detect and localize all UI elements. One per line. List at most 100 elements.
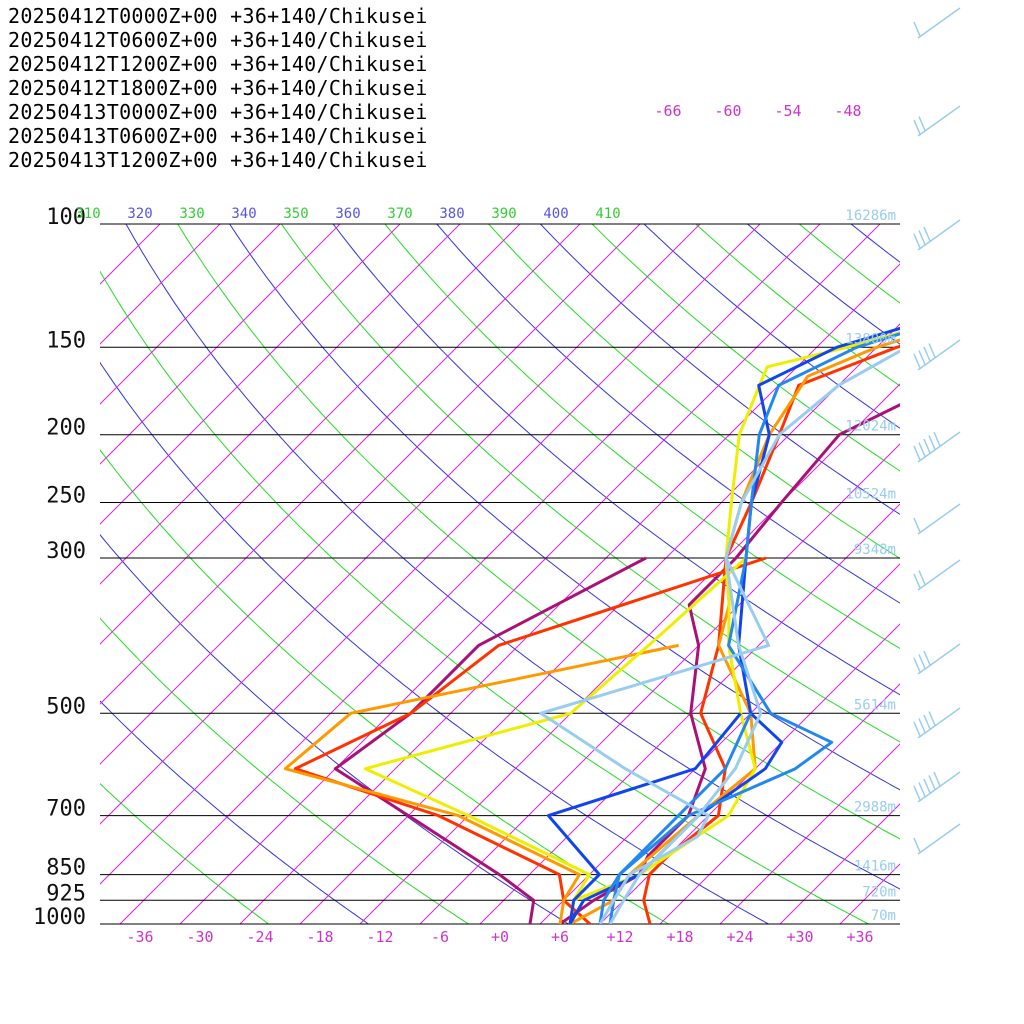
- isotherm: [100, 223, 581, 705]
- temperature-profile: [608, 332, 900, 924]
- isotherm: [599, 623, 900, 924]
- dewpoint-profile: [293, 556, 767, 924]
- barb-staff: [917, 503, 961, 535]
- x-tick-label: +24: [726, 928, 753, 946]
- pressure-label: 1000: [33, 905, 86, 930]
- barb-flag: [913, 785, 921, 801]
- isotherm-label: -54: [774, 102, 801, 120]
- pressure-label: 100: [46, 205, 86, 230]
- isotherm: [100, 223, 701, 825]
- wind-barb: [913, 643, 961, 675]
- isotherm: [179, 223, 881, 924]
- barb-flag: [913, 445, 921, 461]
- theta-label: 380: [439, 206, 464, 222]
- barb-flag: [933, 771, 941, 787]
- wind-barb: [913, 431, 961, 463]
- barb-flag: [918, 230, 926, 245]
- height-label: 2988m: [854, 800, 896, 816]
- dry-adiabat: [229, 223, 900, 791]
- x-tick-label: -18: [306, 928, 333, 946]
- x-tick-label: -36: [126, 928, 153, 946]
- temperature-profile: [559, 403, 900, 924]
- dewpoint-profile: [546, 712, 742, 924]
- legend-entry: 20250412T0000Z+00 +36+140/Chikusei: [8, 4, 428, 28]
- wind-barb: [913, 219, 961, 251]
- x-tick-label: -12: [366, 928, 393, 946]
- barb-staff: [917, 105, 961, 137]
- dry-adiabat: [850, 223, 900, 263]
- theta-label: 320: [127, 206, 152, 222]
- isobars: [100, 223, 900, 925]
- barb-flag: [918, 442, 926, 457]
- barb-flag: [923, 438, 931, 454]
- dry-adiabat: [798, 223, 900, 304]
- height-label: 10524m: [845, 487, 896, 503]
- dry-adiabat: [125, 223, 900, 890]
- isotherm: [100, 223, 521, 645]
- x-tick-label: +12: [606, 928, 633, 946]
- barb-staff: [917, 771, 961, 803]
- sounding-profiles: [283, 326, 900, 924]
- isotherm: [779, 803, 900, 924]
- barb-flag: [918, 718, 926, 733]
- isotherm: [359, 383, 900, 924]
- barb-flag: [928, 775, 936, 790]
- barb-flag: [923, 778, 931, 794]
- barb-flag: [913, 657, 921, 673]
- barb-flag: [913, 721, 921, 737]
- barb-flag: [913, 573, 921, 589]
- dry-adiabat: [280, 223, 900, 743]
- barb-flag: [933, 431, 941, 447]
- wind-barb: [913, 503, 961, 535]
- temperature-profile: [608, 349, 900, 924]
- barb-staff: [917, 823, 961, 855]
- theta-label: 370: [387, 206, 412, 222]
- pressure-label: 700: [46, 797, 86, 822]
- height-label: 70m: [871, 908, 896, 924]
- pressure-label: 500: [46, 694, 86, 719]
- pressure-label: 200: [46, 416, 86, 441]
- isotherm: [239, 263, 900, 924]
- isotherm-label: -48: [834, 102, 861, 120]
- wind-barbs: [913, 7, 961, 855]
- height-label: 1416m: [854, 859, 896, 875]
- legend-entry: 20250412T1200Z+00 +36+140/Chikusei: [8, 52, 428, 76]
- barb-flag: [913, 21, 921, 37]
- barb-staff: [917, 339, 961, 371]
- isotherm-label: -66: [654, 102, 681, 120]
- barb-flag: [918, 350, 926, 365]
- legend-entry: 20250413T0000Z+00 +36+140/Chikusei: [8, 100, 428, 124]
- barb-flag: [918, 654, 926, 669]
- barb-flag: [928, 435, 936, 450]
- x-tick-label: +18: [666, 928, 693, 946]
- barb-flag: [913, 353, 921, 369]
- barb-flag: [928, 711, 936, 726]
- wind-barb: [913, 7, 961, 39]
- isotherm: [479, 503, 900, 924]
- height-label: 16286m: [845, 208, 896, 224]
- isotherm: [659, 683, 900, 924]
- theta-label: 350: [283, 206, 308, 222]
- isotherm: [119, 223, 821, 924]
- height-label: 12024m: [845, 419, 896, 435]
- isotherm-label: -60: [714, 102, 741, 120]
- x-tick-label: -24: [246, 928, 273, 946]
- barb-staff: [917, 707, 961, 739]
- x-tick-label: +6: [551, 928, 569, 946]
- x-tick-label: +36: [846, 928, 873, 946]
- height-label: 13800m: [845, 331, 896, 347]
- isotherm: [100, 223, 341, 465]
- x-tick-label: -6: [431, 928, 449, 946]
- barb-flag: [913, 119, 921, 135]
- barb-flag: [923, 714, 931, 730]
- height-label: 5614m: [854, 697, 896, 713]
- dry-adiabat: [591, 223, 900, 472]
- barb-flag: [923, 226, 931, 242]
- dewpoint-profile: [539, 557, 771, 924]
- barb-flag: [918, 116, 926, 131]
- barb-flag: [928, 343, 936, 358]
- x-tick-label: +30: [786, 928, 813, 946]
- dewpoint-profile: [283, 643, 679, 924]
- isotherm: [100, 223, 401, 525]
